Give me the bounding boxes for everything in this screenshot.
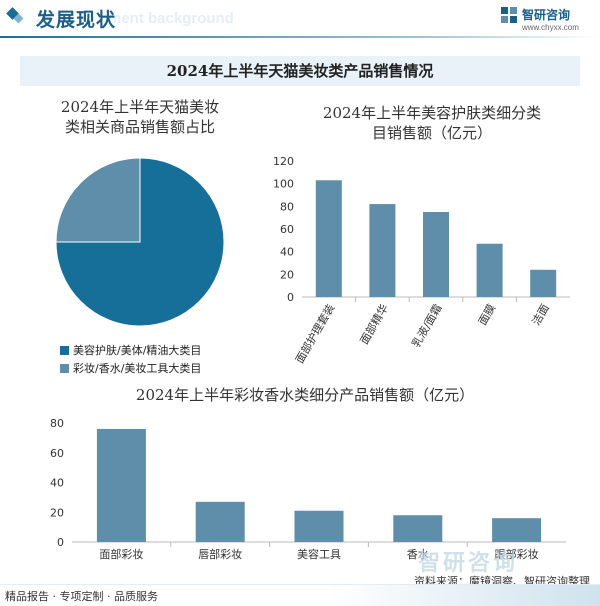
page-footer: 精品报告 · 专项定制 · 品质服务	[0, 584, 600, 606]
bar	[96, 428, 146, 542]
bar	[476, 243, 503, 297]
header-diamond-small-icon	[13, 13, 24, 24]
pie-chart-title: 2024年上半年天猫美妆 类相关商品销售额占比	[40, 97, 240, 137]
x-tick-label: 唇部彩妆	[198, 547, 242, 561]
brand-name: 智研咨询	[522, 8, 571, 22]
legend-swatch-skincare	[60, 345, 69, 355]
x-tick-label: 面部彩妆	[99, 547, 143, 561]
page-header: ment background 发展现状 智研咨询 www.chyxx.com	[0, 0, 600, 40]
y-tick-label: 120	[273, 155, 294, 168]
legend-label-makeup: 彩妆/香水/美妆工具大类目	[73, 362, 202, 375]
y-tick-label: 20	[50, 506, 64, 519]
makeup-bar-chart-title: 2024年上半年彩妆香水类细分产品销售额（亿元）	[135, 386, 475, 404]
y-tick-label: 100	[273, 178, 294, 191]
y-tick-label: 0	[287, 291, 294, 304]
watermark-text: 智研咨询	[418, 551, 519, 576]
x-tick-label: 美容工具	[297, 547, 341, 561]
makeup-bar-chart: 0 20 40 60 80 面部彩妆 唇部彩妆 美容工具 香水 眼部彩妆	[50, 417, 566, 561]
skincare-title-line2: 目销售额（亿元）	[371, 124, 492, 142]
legend-item: 美容护肤/美体/精油大类目	[60, 341, 201, 359]
y-tick-label: 60	[280, 223, 294, 236]
pie-legend: 美容护肤/美体/精油大类目 彩妆/香水/美妆工具大类目	[60, 341, 201, 377]
bar	[423, 212, 449, 297]
header-divider	[0, 36, 600, 38]
main-title-banner: 2024年上半年天猫美妆类产品销售情况	[20, 56, 580, 86]
pie-title-line2: 类相关商品销售额占比	[64, 118, 215, 136]
x-tick-label: 香水	[407, 548, 429, 561]
skincare-title-line1: 2024年上半年美容护肤类细分类	[322, 104, 542, 122]
brand-url: www.chyxx.com	[522, 23, 579, 32]
x-tick-label: 眼部彩妆	[495, 547, 539, 561]
bar	[315, 180, 342, 297]
brand-logo-icon	[501, 7, 517, 23]
y-tick-label: 80	[50, 417, 64, 430]
pie-title-line1: 2024年上半年天猫美妆	[60, 98, 220, 116]
bar	[369, 204, 396, 297]
y-tick-label: 60	[50, 447, 64, 460]
header-title: 发展现状	[36, 9, 117, 31]
header-subtitle: ment background	[108, 10, 234, 27]
y-tick-label: 40	[280, 246, 294, 259]
x-tick-label: 洁面	[530, 302, 552, 328]
footer-tagline: 精品报告 · 专项定制 · 品质服务	[5, 590, 158, 603]
skincare-bar-chart-title: 2024年上半年美容护肤类细分类 目销售额（亿元）	[282, 103, 582, 143]
x-tick-label: 面膜	[476, 302, 498, 328]
pie-slice	[55, 157, 141, 243]
pie-slice	[55, 157, 225, 327]
legend-label-skincare: 美容护肤/美体/精油大类目	[73, 344, 202, 357]
bar	[492, 518, 542, 542]
bar	[195, 501, 245, 542]
x-tick-label: 面部精华	[357, 302, 391, 347]
x-tick-label: 乳液/面霜	[409, 302, 445, 350]
bar	[530, 269, 557, 297]
legend-swatch-makeup	[60, 363, 69, 373]
pie-chart	[55, 157, 225, 327]
y-tick-label: 20	[280, 268, 294, 281]
bar	[294, 510, 344, 542]
brand-logo: 智研咨询 www.chyxx.com	[500, 4, 590, 34]
skincare-bar-chart: 0 20 40 60 80 100 120 面部护理套装 面部精华 乳液/面霜 面膜 洁面	[273, 155, 570, 366]
legend-item: 彩妆/香水/美妆工具大类目	[60, 359, 201, 377]
bar	[393, 515, 443, 542]
y-tick-label: 40	[50, 477, 64, 490]
y-tick-label: 0	[57, 536, 64, 549]
main-title: 2024年上半年天猫美妆类产品销售情况	[166, 62, 434, 80]
y-tick-label: 80	[280, 200, 294, 213]
x-tick-label: 面部护理套装	[292, 302, 337, 366]
